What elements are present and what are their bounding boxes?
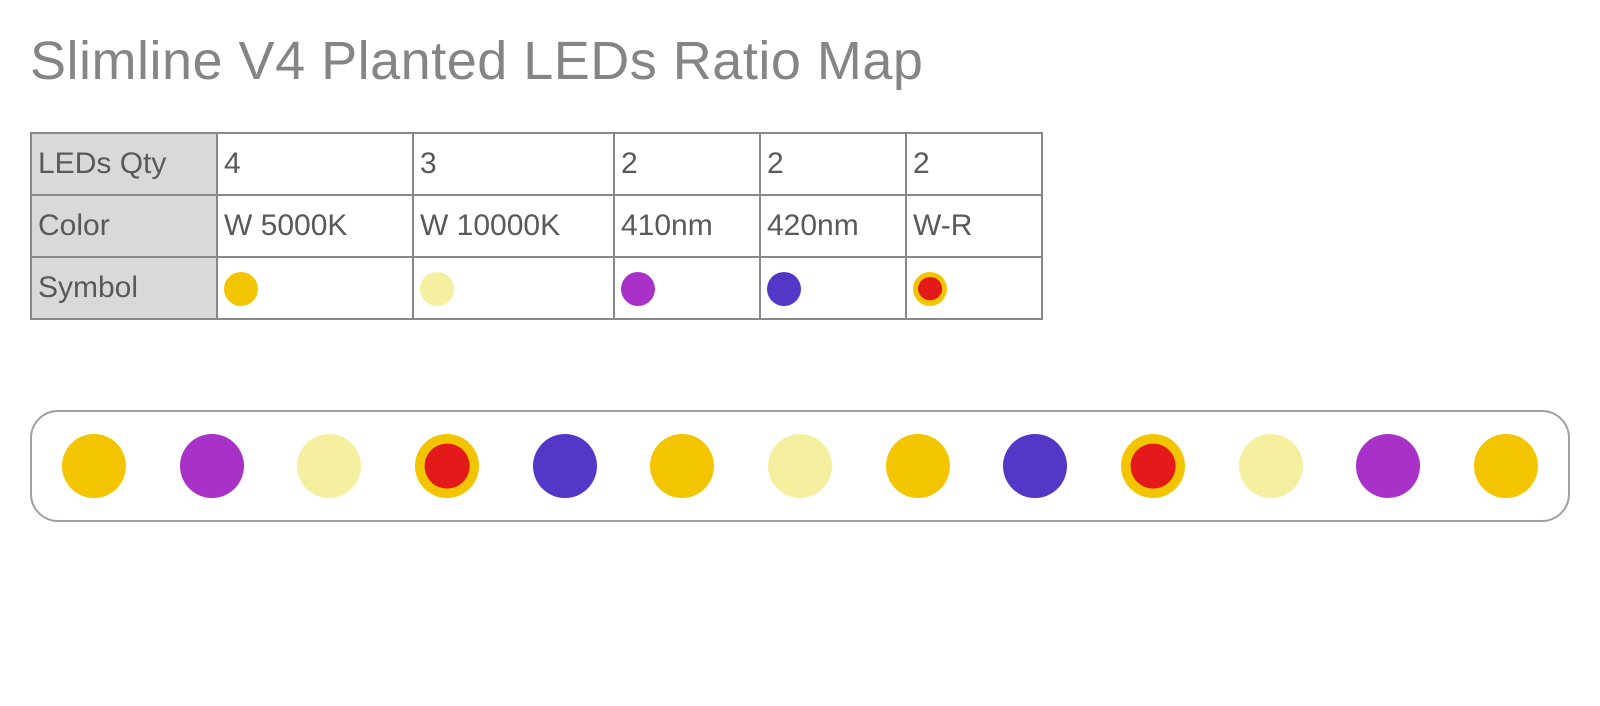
strip-led-w5000k (650, 434, 714, 498)
led-circle-inner-icon (425, 444, 470, 489)
led-circle-icon (621, 272, 655, 306)
strip-led-nm410 (180, 434, 244, 498)
led-circle-inner-icon (918, 277, 942, 301)
led-circle-icon (420, 272, 454, 306)
strip-led-wr (1121, 434, 1185, 498)
symbol-cell (614, 257, 760, 319)
qty-cell: 4 (217, 133, 413, 195)
symbol-cell (217, 257, 413, 319)
strip-led-nm420 (533, 434, 597, 498)
strip-led-nm410 (1356, 434, 1420, 498)
color-cell: W-R (906, 195, 1042, 257)
strip-led-w5000k (886, 434, 950, 498)
symbol-cell (906, 257, 1042, 319)
symbol-cell (413, 257, 614, 319)
led-circle-icon (913, 272, 947, 306)
strip-led-w10000k (297, 434, 361, 498)
color-cell: W 5000K (217, 195, 413, 257)
legend-body: LEDs Qty43222ColorW 5000KW 10000K410nm42… (31, 133, 1042, 319)
led-circle-inner-icon (1131, 444, 1176, 489)
row-header-symbol: Symbol (31, 257, 217, 319)
color-cell: W 10000K (413, 195, 614, 257)
color-cell: 410nm (614, 195, 760, 257)
legend-table: LEDs Qty43222ColorW 5000KW 10000K410nm42… (30, 132, 1043, 320)
qty-cell: 2 (906, 133, 1042, 195)
strip-led-w5000k (1474, 434, 1538, 498)
qty-cell: 2 (614, 133, 760, 195)
led-circle-icon (767, 272, 801, 306)
table-row: ColorW 5000KW 10000K410nm420nmW-R (31, 195, 1042, 257)
symbol-cell (760, 257, 906, 319)
led-circle-icon (224, 272, 258, 306)
row-header-qty: LEDs Qty (31, 133, 217, 195)
row-header-color: Color (31, 195, 217, 257)
strip-led-wr (415, 434, 479, 498)
page: Slimline V4 Planted LEDs Ratio Map LEDs … (0, 0, 1600, 706)
color-cell: 420nm (760, 195, 906, 257)
strip-led-w5000k (62, 434, 126, 498)
strip-led-w10000k (1239, 434, 1303, 498)
page-title: Slimline V4 Planted LEDs Ratio Map (30, 30, 1570, 92)
qty-cell: 2 (760, 133, 906, 195)
table-row: Symbol (31, 257, 1042, 319)
strip-led-w10000k (768, 434, 832, 498)
qty-cell: 3 (413, 133, 614, 195)
strip-led-nm420 (1003, 434, 1067, 498)
led-strip (30, 410, 1570, 522)
table-row: LEDs Qty43222 (31, 133, 1042, 195)
